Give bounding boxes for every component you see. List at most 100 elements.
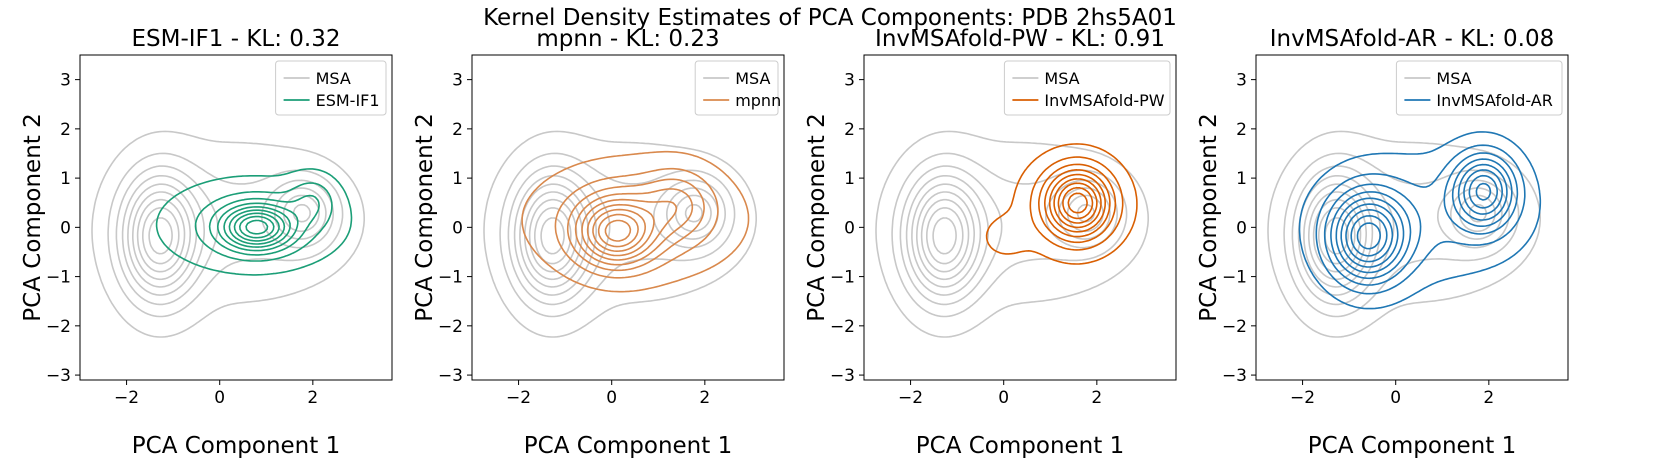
contour-level-2	[194, 182, 333, 262]
series-msa-contours	[875, 130, 1149, 338]
panel-title: mpnn - KL: 0.23	[536, 26, 719, 52]
contour-level-4	[1330, 158, 1513, 280]
contour-level-2	[1283, 152, 1520, 318]
axes-frame	[863, 54, 1177, 381]
contour-level-5	[1303, 183, 1496, 288]
contour-level-8	[534, 207, 572, 265]
y-tick-label: −1	[1222, 268, 1247, 288]
panel-title: InvMSAfold-PW - KL: 0.91	[875, 26, 1165, 52]
x-axis-label: PCA Component 1	[916, 433, 1124, 459]
y-tick-label: 1	[60, 169, 71, 189]
y-tick-label: −3	[438, 366, 463, 386]
figure-suptitle: Kernel Density Estimates of PCA Componen…	[483, 5, 1177, 31]
x-tick-label: 2	[307, 388, 318, 408]
contour-level-2	[1315, 144, 1526, 295]
axes-frame	[1255, 54, 1569, 381]
y-tick-label: −3	[1222, 366, 1247, 386]
contour-level-2	[1029, 156, 1124, 251]
contour-level-5	[911, 183, 1104, 288]
x-tick-label: −2	[898, 388, 923, 408]
contour-level-7	[233, 212, 280, 242]
legend: MSA InvMSAfold-PW	[1003, 60, 1171, 116]
contour-level-7	[1057, 182, 1098, 224]
series-msa-contours	[91, 130, 365, 338]
contour-level-6	[586, 203, 655, 257]
y-tick-label: 0	[1236, 218, 1247, 238]
legend-entry: MSA	[735, 69, 770, 88]
y-tick-label: −3	[46, 366, 71, 386]
axes-frame	[471, 54, 785, 381]
contour-level-8	[926, 207, 964, 265]
panel-3: InvMSAfold-PW - KL: 0.91 −2 0 2 −3 −2 −1 0 1 2 3 PC…	[804, 26, 1177, 459]
legend-frame	[1003, 60, 1171, 116]
panel-2: mpnn - KL: 0.23 −2 0 2 −3 −2 −1 0 1 2 3 PCA Compone…	[412, 26, 785, 459]
contour-level-7	[528, 198, 578, 273]
legend-entry: MSA	[1044, 69, 1079, 88]
panel-title: InvMSAfold-AR - KL: 0.08	[1270, 26, 1555, 52]
y-tick-label: −1	[46, 268, 71, 288]
contour-level-8	[1062, 186, 1094, 220]
series-model-contours	[155, 168, 353, 276]
y-tick-label: −2	[830, 317, 855, 337]
series-model-contours	[985, 143, 1138, 265]
y-tick-label: 3	[844, 71, 855, 91]
legend: MSA mpnn	[694, 60, 781, 116]
contour-level-6	[916, 191, 1095, 281]
y-tick-label: 0	[452, 218, 463, 238]
contour-level-9	[1067, 192, 1088, 214]
axes-frame	[79, 54, 393, 381]
legend-frame	[1395, 60, 1563, 116]
y-tick-label: −2	[1222, 317, 1247, 337]
x-axis-label: PCA Component 1	[1308, 433, 1516, 459]
contour-level-3	[115, 165, 334, 306]
x-tick-label: 0	[214, 388, 225, 408]
contour-level-1	[155, 168, 353, 276]
y-tick-label: 3	[60, 71, 71, 91]
contour-level-7	[920, 198, 970, 273]
y-axis-label: PCA Component 2	[20, 113, 46, 321]
contour-level-5	[127, 183, 320, 288]
contour-level-5	[519, 183, 712, 288]
y-tick-label: −2	[46, 317, 71, 337]
y-tick-label: 1	[452, 169, 463, 189]
y-tick-label: −3	[830, 366, 855, 386]
contour-level-9	[245, 219, 269, 235]
x-tick-label: 0	[998, 388, 1009, 408]
contour-level-2	[554, 167, 719, 279]
x-tick-label: 0	[606, 388, 617, 408]
contour-level-4	[574, 188, 694, 266]
contour-level-8	[239, 215, 275, 239]
y-tick-label: 0	[844, 218, 855, 238]
contour-level-1	[985, 143, 1138, 265]
contour-level-8	[1350, 182, 1492, 257]
legend: MSA InvMSAfold-AR	[1395, 60, 1563, 116]
y-tick-label: 1	[844, 169, 855, 189]
legend-frame	[275, 60, 387, 116]
contour-level-6	[1053, 178, 1102, 229]
contour-level-8	[142, 207, 180, 265]
contour-level-9	[1356, 222, 1381, 250]
contour-level-1	[483, 130, 757, 338]
contour-level-5	[581, 198, 678, 261]
y-tick-label: −1	[438, 268, 463, 288]
x-axis-label: PCA Component 1	[524, 433, 732, 459]
contour-level-5	[1335, 163, 1508, 274]
x-tick-label: 2	[1483, 388, 1494, 408]
x-tick-label: 2	[699, 388, 710, 408]
contour-level-3	[1323, 152, 1519, 286]
series-model-contours	[1298, 131, 1542, 310]
contour-level-9	[540, 217, 565, 255]
x-tick-label: −2	[1290, 388, 1315, 408]
legend-frame	[694, 60, 779, 116]
contour-level-9	[604, 219, 632, 242]
contour-level-1	[875, 130, 1149, 338]
x-tick-label: −2	[506, 388, 531, 408]
legend-entry: MSA	[1436, 69, 1471, 88]
legend-entry: mpnn	[735, 91, 781, 110]
contour-level-3	[1038, 163, 1117, 244]
y-tick-label: 3	[452, 71, 463, 91]
contour-level-2	[107, 152, 344, 318]
x-tick-label: −2	[114, 388, 139, 408]
contour-level-3	[566, 178, 705, 272]
